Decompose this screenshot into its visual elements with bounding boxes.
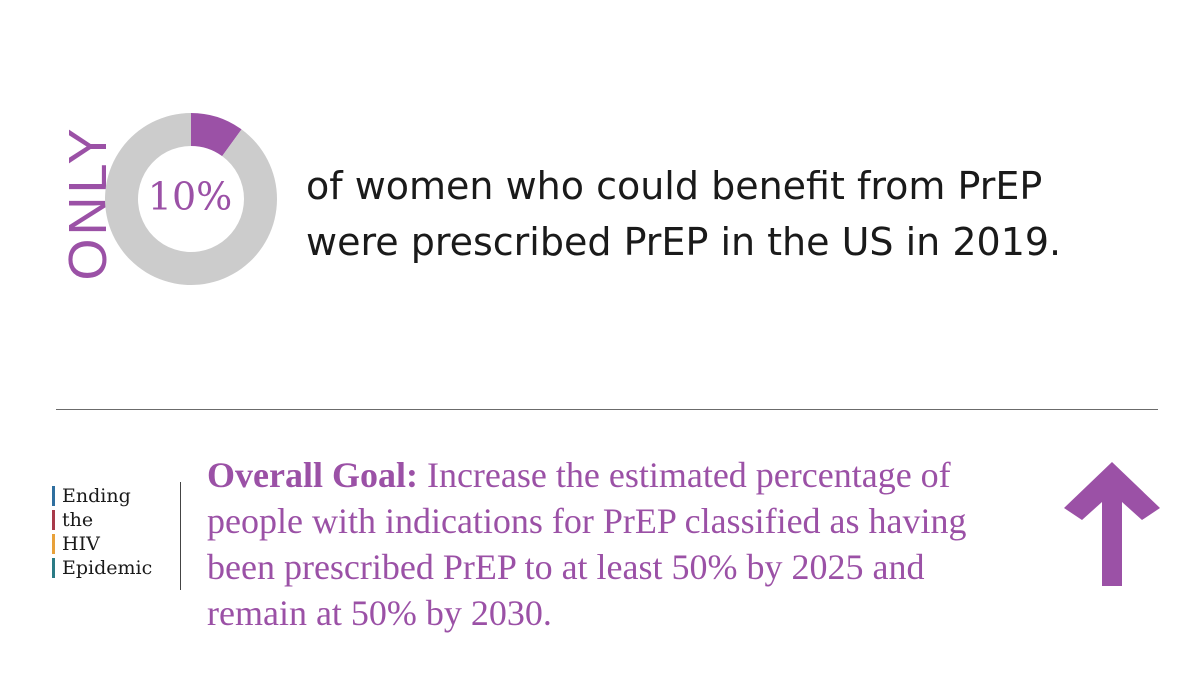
goal-line-2: people with indications for PrEP classif… — [207, 501, 967, 541]
stat-description: of women who could benefit from PrEP wer… — [306, 158, 1166, 270]
logo-bar-yellow — [52, 534, 55, 554]
logo-word-hiv: HIV — [62, 533, 100, 555]
logo-separator — [180, 482, 181, 590]
donut-center-label: 10% — [148, 175, 232, 219]
goal-line-1: Overall Goal: Increase the estimated per… — [207, 452, 1067, 498]
logo-word-ending: Ending — [62, 485, 131, 507]
logo-word-epidemic: Epidemic — [62, 557, 153, 579]
logo-bar-blue — [52, 486, 55, 506]
donut-slice-prescribed — [191, 113, 242, 157]
stat-description-line-1: of women who could benefit from PrEP — [306, 164, 1043, 208]
goal-label: Overall Goal: — [207, 455, 418, 495]
goal-line-4: remain at 50% by 2030. — [207, 593, 552, 633]
stat-description-line-2: were prescribed PrEP in the US in 2019. — [306, 220, 1062, 264]
logo-line: Epidemic — [52, 556, 152, 580]
overall-goal: Overall Goal: Increase the estimated per… — [207, 452, 1067, 636]
logo-bar-teal — [52, 558, 55, 578]
goal-line-3: been prescribed PrEP to at least 50% by … — [207, 547, 925, 587]
ending-the-hiv-epidemic-logo: Ending the HIV Epidemic — [52, 484, 152, 580]
section-divider — [56, 409, 1158, 410]
donut-slice-not-prescribed — [104, 113, 277, 285]
logo-line: HIV — [52, 532, 152, 556]
logo-bar-red — [52, 510, 55, 530]
logo-line: the — [52, 508, 152, 532]
donut-chart: 10% — [104, 113, 277, 285]
logo-word-the: the — [62, 509, 94, 531]
goal-line-1-text: Increase the estimated percentage of — [426, 455, 951, 495]
arrow-up-icon — [1064, 462, 1160, 586]
logo-line: Ending — [52, 484, 152, 508]
